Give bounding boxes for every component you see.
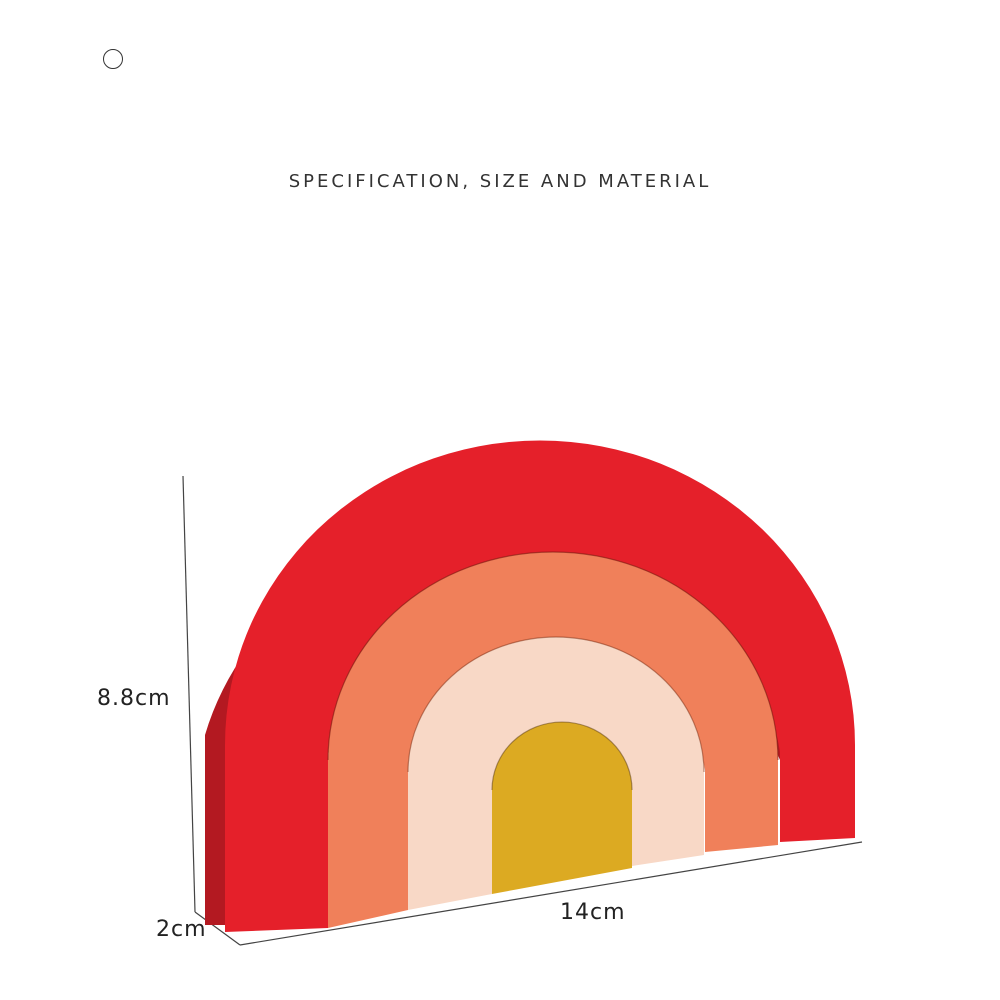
depth-dimension-label: 2cm	[156, 917, 207, 942]
height-measure-line	[182, 475, 196, 913]
inner-arch	[492, 722, 632, 894]
circle-outline-icon	[103, 49, 123, 69]
height-dimension-label: 8.8cm	[97, 686, 171, 711]
third-arch	[408, 637, 704, 910]
width-dimension-label: 14cm	[560, 900, 626, 925]
depth-measure-line	[194, 911, 241, 946]
outer-arch	[225, 440, 856, 932]
page-title: SPECIFICATION, SIZE AND MATERIAL	[288, 171, 712, 192]
second-arch	[328, 552, 778, 928]
width-measure-line	[239, 841, 863, 946]
